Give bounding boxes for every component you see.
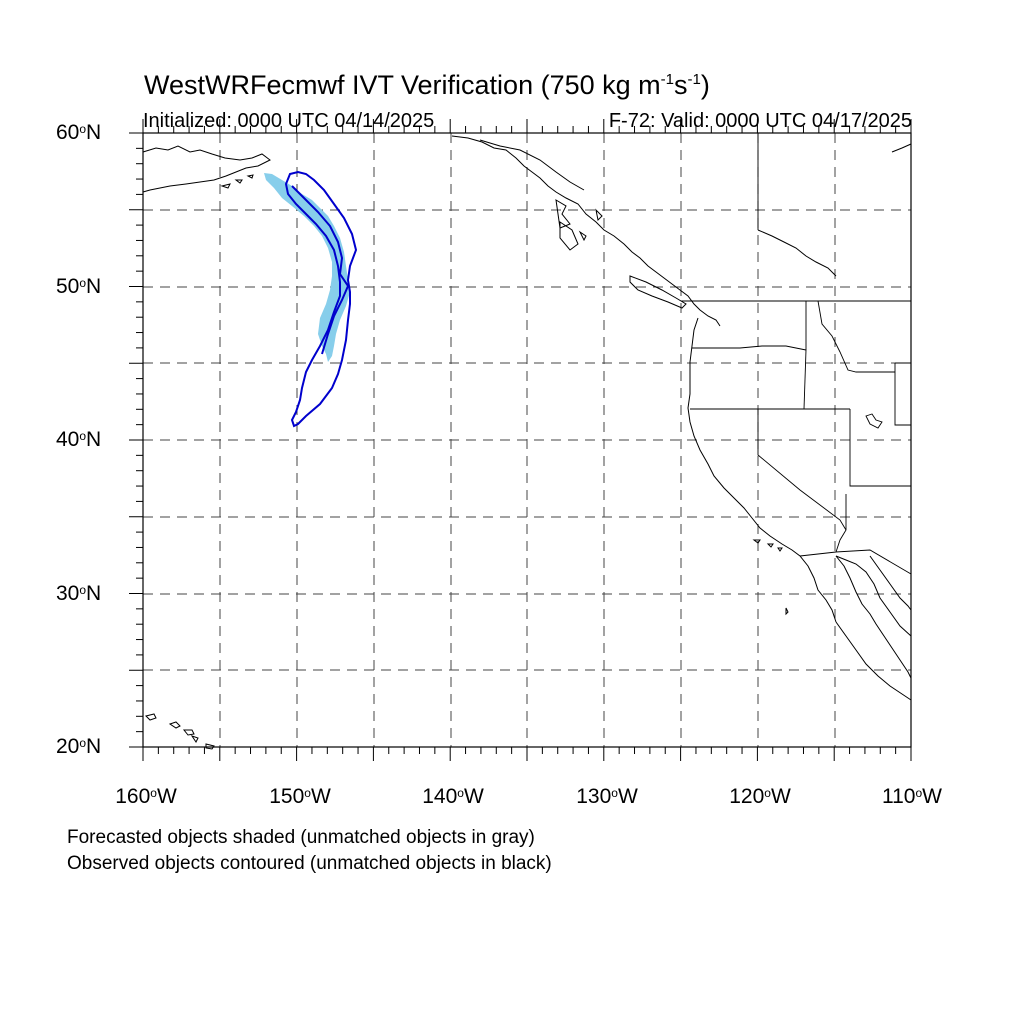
or-id-border — [803, 349, 807, 410]
chart-title: WestWRFecmwf IVT Verification (750 kg m-… — [144, 70, 710, 101]
mexico-mainland — [869, 555, 912, 611]
channel-islands — [752, 539, 789, 616]
lon-label-160: 160oW — [115, 785, 177, 808]
id-mt-border — [817, 300, 895, 373]
lon-label-110: 110oW — [882, 785, 942, 808]
lat-label-30: 30oN — [56, 582, 102, 605]
title-suffix: ) — [700, 70, 710, 100]
ca-nv-border — [757, 409, 847, 531]
title-exp2: -1 — [687, 71, 701, 88]
observed-object-contour — [284, 170, 358, 428]
observed-contour-outer — [284, 170, 358, 428]
us-west-coast — [687, 317, 837, 623]
bc-islands — [555, 199, 603, 251]
mexico-south — [835, 621, 912, 701]
wa-or-border — [692, 345, 807, 351]
island — [220, 174, 254, 189]
lat-label-20: 20oN — [56, 735, 102, 758]
lat-label-50: 50oN — [56, 275, 102, 298]
observed-contour-axis — [291, 185, 350, 355]
lon-label-140: 140oW — [422, 785, 484, 808]
az-border — [835, 494, 912, 575]
hawaii-islands — [145, 713, 215, 750]
political-borders — [681, 133, 912, 575]
coastlines — [142, 135, 912, 750]
us-mexico-border — [799, 551, 837, 557]
lon-label-150: 150oW — [269, 785, 331, 808]
alaska-inland — [479, 139, 585, 191]
title-mid: s — [673, 70, 688, 100]
inland-canada — [757, 229, 837, 277]
lat-label-60: 60oN — [56, 121, 102, 144]
footnote-observed: Observed objects contoured (unmatched ob… — [67, 853, 552, 874]
forecast-object-shaded — [264, 173, 350, 362]
alaska-coast — [142, 145, 271, 193]
wy-border — [894, 362, 911, 426]
vancouver-island — [629, 275, 687, 309]
lon-label-120: 120oW — [729, 785, 791, 808]
lon-label-130: 130oW — [576, 785, 638, 808]
valid-time: F-72: Valid: 0000 UTC 04/17/2025 — [608, 110, 912, 132]
title-prefix: WestWRFecmwf IVT Verification (750 kg m — [144, 70, 661, 100]
grid-lines — [143, 133, 911, 747]
tick-marks — [129, 119, 912, 761]
footnote-forecast: Forecasted objects shaded (unmatched obj… — [67, 827, 535, 848]
bc-coast — [451, 135, 721, 327]
baja-east — [835, 555, 912, 637]
title-exp1: -1 — [660, 71, 674, 88]
lat-label-40: 40oN — [56, 428, 102, 451]
init-time: Initialized: 0000 UTC 04/14/2025 — [143, 110, 435, 132]
baja-west — [835, 555, 912, 679]
id-nv-ut-border — [849, 409, 911, 487]
great-salt-lake — [865, 413, 883, 429]
top-right-coast — [891, 143, 912, 153]
